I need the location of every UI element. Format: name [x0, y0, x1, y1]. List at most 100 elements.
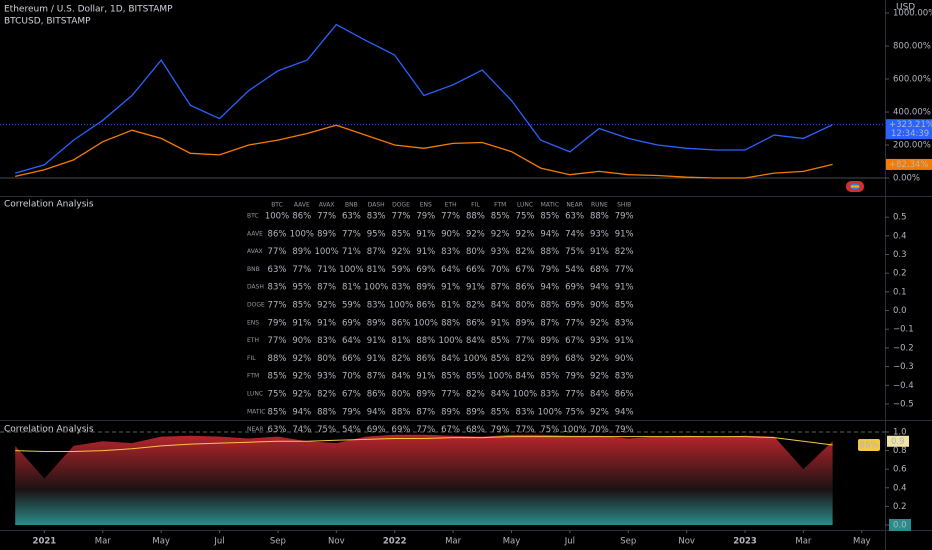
cell: 79%: [540, 265, 559, 275]
cell: 83%: [516, 407, 535, 417]
cell: 88%: [317, 407, 336, 417]
cell: 91%: [491, 318, 510, 328]
cell: 85%: [491, 354, 510, 364]
cell: 94%: [367, 407, 386, 417]
cell: 88%: [268, 354, 287, 364]
cell: 93%: [317, 372, 336, 382]
plot: [15, 434, 833, 525]
cell: 89%: [292, 247, 311, 257]
cell: 75%: [565, 407, 584, 417]
y-tick-label: 0.00%: [893, 174, 920, 184]
y-tick-label: 0.4: [893, 231, 907, 241]
cell: 83%: [268, 283, 287, 293]
cell: 89%: [540, 354, 559, 364]
cell: 90%: [615, 354, 634, 364]
cell: 71%: [342, 247, 361, 257]
cell: 77%: [516, 336, 535, 346]
cell: 84%: [392, 372, 411, 382]
cell: 86%: [268, 229, 287, 239]
y-tick-label: −0.3: [893, 362, 914, 372]
cell: 83%: [367, 301, 386, 311]
cell: 94%: [615, 407, 634, 417]
cell: 92%: [292, 390, 311, 400]
plot: [0, 23, 885, 179]
cell: 77%: [268, 247, 287, 257]
column-header: FTM: [494, 202, 506, 209]
cell: 79%: [615, 212, 634, 222]
cell: 92%: [317, 301, 336, 311]
column-header: SHIB: [617, 202, 631, 209]
cell: 54%: [342, 425, 361, 435]
price-line: [15, 23, 833, 174]
cell: 68%: [590, 265, 609, 275]
cell: 91%: [416, 372, 435, 382]
row-header: DOGE: [247, 302, 265, 309]
cell: 85%: [491, 336, 510, 346]
y-tick-label: 800.00%: [893, 42, 931, 52]
moving-average-line: [15, 436, 833, 452]
cell: 85%: [268, 407, 287, 417]
cell: 89%: [416, 390, 435, 400]
cell: 80%: [392, 390, 411, 400]
column-header: FIL: [471, 202, 480, 209]
x-tick-label: 2023: [733, 537, 757, 547]
price-label: +323.21%: [889, 120, 932, 130]
cell: 91%: [441, 283, 460, 293]
cell: 66%: [466, 265, 485, 275]
cell: 75%: [565, 247, 584, 257]
price-label: +82.34%: [889, 160, 929, 170]
x-tick-label: Sep: [620, 537, 636, 547]
x-tick-label: May: [853, 537, 871, 547]
cell: 69%: [565, 283, 584, 293]
cell: 69%: [367, 425, 386, 435]
cell: 79%: [615, 425, 634, 435]
cell: 80%: [466, 247, 485, 257]
cell: 83%: [317, 336, 336, 346]
cell: 77%: [516, 425, 535, 435]
value-label-box: [887, 435, 909, 447]
y-tick-label: −0.1: [893, 325, 914, 335]
cell: 82%: [516, 247, 535, 257]
cell: 75%: [268, 390, 287, 400]
cell: 85%: [491, 212, 510, 222]
cell: 100%: [314, 247, 338, 257]
cell: 100%: [438, 336, 462, 346]
cell: 88%: [540, 247, 559, 257]
cell: 83%: [615, 318, 634, 328]
cell: 93%: [491, 247, 510, 257]
cell: 92%: [590, 407, 609, 417]
cell: 75%: [540, 425, 559, 435]
cell: 70%: [491, 265, 510, 275]
cell: 80%: [516, 301, 535, 311]
cell: 87%: [416, 407, 435, 417]
cell: 93%: [590, 229, 609, 239]
cell: 67%: [516, 265, 535, 275]
cell: 70%: [342, 372, 361, 382]
x-tick-label: Nov: [678, 537, 695, 547]
cell: 77%: [565, 318, 584, 328]
cell: 69%: [342, 318, 361, 328]
cell: 91%: [367, 336, 386, 346]
cell: 89%: [540, 336, 559, 346]
cell: 69%: [416, 265, 435, 275]
price-label-box: [886, 119, 932, 140]
y-tick-label: −0.5: [893, 399, 914, 409]
cell: 86%: [615, 390, 634, 400]
cell: 85%: [466, 372, 485, 382]
y-tick-label: 0.1: [893, 287, 907, 297]
cell: 94%: [590, 283, 609, 293]
cell: 69%: [565, 301, 584, 311]
row-header: ETH: [247, 337, 259, 344]
y-tick-label: 0.5: [893, 213, 907, 223]
cell: 77%: [441, 390, 460, 400]
cell: 86%: [392, 318, 411, 328]
cell: 91%: [367, 354, 386, 364]
cell: 77%: [565, 390, 584, 400]
cell: 84%: [590, 390, 609, 400]
correlation-area: [15, 434, 833, 525]
pane-title: Correlation Analysis: [4, 425, 94, 435]
cell: 92%: [590, 372, 609, 382]
cell: 59%: [392, 265, 411, 275]
cell: 85%: [540, 212, 559, 222]
